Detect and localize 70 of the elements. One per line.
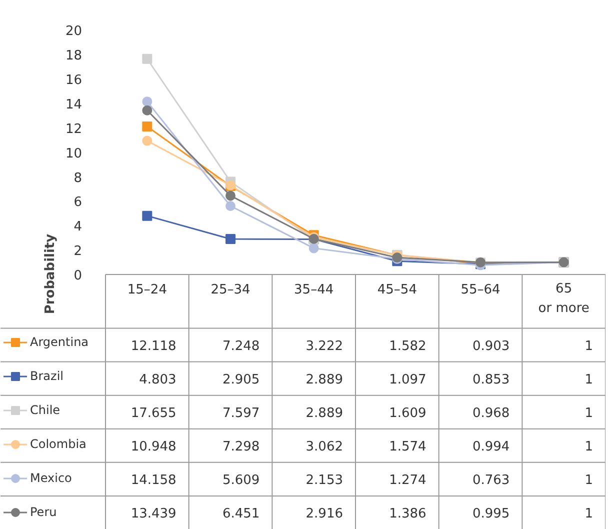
point [226,200,236,211]
data-label: 7.298 [222,440,260,455]
data-label: 2.889 [306,406,343,422]
data-label: 1.609 [389,406,426,422]
data-label: 7.248 [222,339,260,354]
data-label: 3.062 [306,440,343,455]
data-label: 17.655 [130,406,176,422]
data-label: 1 [584,406,594,422]
data-label: 1 [584,440,594,455]
point [226,234,236,244]
legend-label: Chile [30,402,60,419]
data-label: 10.948 [130,440,176,455]
x-tick-label: 35–44 [294,282,334,298]
y-tick-label: 0 [74,268,82,284]
data-label: 1.274 [389,473,426,488]
data-label: 5.609 [222,473,260,488]
data-label: 1 [584,339,594,354]
x-tick-label: 15–24 [127,282,167,298]
point [308,243,319,254]
data-label: 3.222 [306,339,343,354]
y-tick-label: 2 [74,244,82,260]
y-tick-label: 12 [65,122,82,137]
y-tick-label: 20 [65,24,82,40]
y-axis-title: Probability [42,233,58,314]
point [142,136,152,146]
data-label: 4.803 [139,372,176,388]
point [142,105,152,116]
data-label: 0.853 [472,372,510,388]
data-label: 2.905 [222,372,260,388]
legend-label: Peru [30,504,57,521]
data-label: 14.158 [130,473,176,488]
x-tick-label: 45–54 [377,282,417,298]
data-label: 2.153 [306,473,343,488]
legend-label: Argentina [30,334,89,351]
data-label: 0.903 [472,339,510,354]
data-label: 1.386 [389,506,426,522]
point [142,54,152,64]
data-label: 1.574 [389,440,426,455]
y-tick-label: 16 [65,73,82,88]
y-tick-label: 10 [65,146,82,162]
data-label: 0.763 [472,473,510,488]
data-label: 1 [584,473,594,488]
x-tick-label: 25–34 [210,282,250,298]
point [142,96,152,107]
data-label: 0.994 [472,440,510,455]
legend-label: Brazil [30,368,64,385]
point [142,121,152,132]
x-tick-label: 55–64 [460,282,500,298]
data-label: 13.439 [130,506,176,522]
data-label: 0.995 [472,506,510,522]
y-tick-label: 18 [65,48,82,64]
data-label: 12.118 [130,339,176,354]
y-tick-label: 4 [74,220,82,235]
legend-label: Mexico [30,470,72,487]
data-label: 6.451 [222,506,260,522]
data-label: 1 [584,506,594,522]
data-label: 1.582 [389,339,426,354]
data-label: 0.968 [472,406,510,422]
point [142,210,152,221]
data-label: 1 [584,372,594,388]
data-label: 2.916 [306,506,343,522]
x-tick-label: 65 or more [538,281,590,316]
data-label: 7.597 [222,406,260,422]
y-tick-label: 8 [74,170,82,186]
data-label: 1.097 [389,372,426,388]
y-tick-label: 14 [65,98,82,113]
y-tick-label: 6 [74,195,82,210]
legend-label: Colombia [30,436,86,453]
point [226,190,236,201]
data-label: 2.889 [306,372,343,388]
